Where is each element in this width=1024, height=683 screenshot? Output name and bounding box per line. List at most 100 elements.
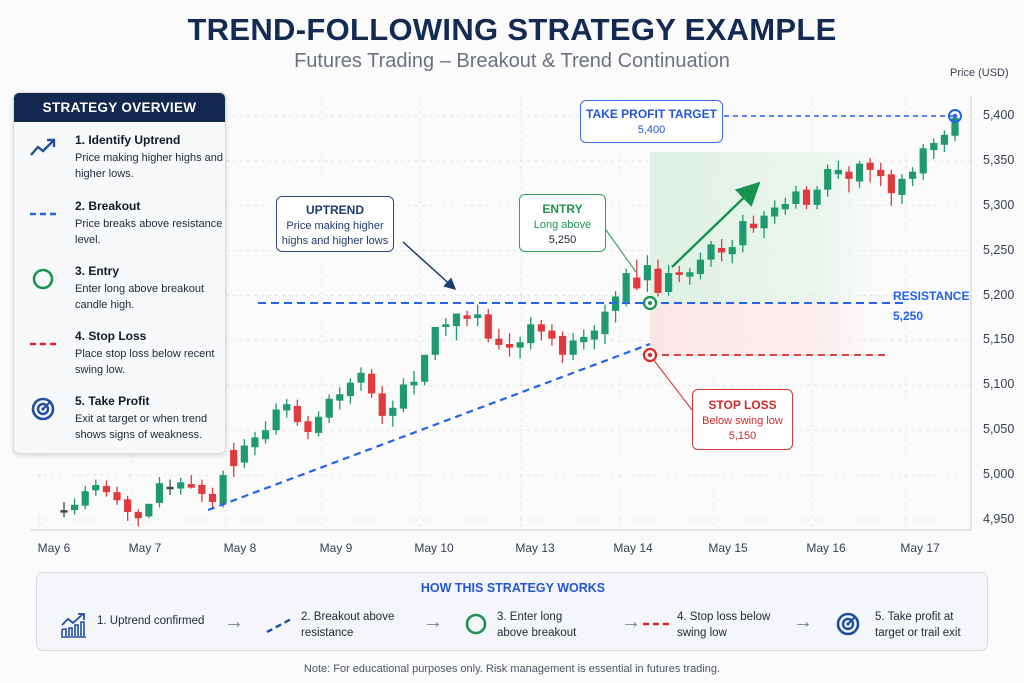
arrow-right-icon: →: [423, 611, 443, 633]
arrow-right-icon: →: [793, 611, 813, 633]
red-dashed-line-icon: [30, 342, 56, 346]
target-marker-icon: [948, 109, 962, 123]
stop-loss-callout-title: STOP LOSS: [708, 398, 777, 412]
bullish-candle: [431, 326, 439, 355]
bullish-candle: [272, 409, 280, 431]
how-step-1: 1. Uptrend confirmed: [97, 613, 204, 629]
bearish-candle: [558, 335, 567, 355]
bearish-candle: [633, 277, 641, 289]
overview-item-desc: Price breaks above resistance level.: [75, 218, 223, 246]
bearish-candle: [113, 492, 121, 501]
bullish-candle: [622, 273, 630, 302]
bullish-candle: [792, 191, 800, 204]
bullish-candle: [728, 247, 736, 255]
bullish-candle: [336, 394, 344, 401]
bearish-candle: [505, 344, 514, 348]
x-tick-label: May 10: [414, 541, 454, 555]
bullish-candle: [696, 259, 705, 275]
bearish-candle: [378, 393, 386, 416]
x-tick-label: May 17: [900, 541, 940, 555]
profit-zone: [650, 152, 890, 303]
entry-callout-title: ENTRY: [542, 202, 583, 216]
how-step-label-2: swing low: [677, 627, 727, 639]
bullish-candle: [399, 384, 408, 409]
how-step-4: 4. Stop loss below swing low: [677, 609, 770, 641]
how-step-label: 1. Uptrend confirmed: [97, 615, 205, 627]
take-profit-callout-title: TAKE PROFIT TARGET: [586, 107, 717, 121]
y-axis-title: Price (USD): [950, 67, 1009, 79]
x-tick-label: May 14: [613, 541, 653, 555]
bearish-candle: [368, 373, 376, 394]
bearish-candle: [845, 171, 853, 179]
entry-callout-price: 5,250: [548, 234, 577, 246]
target-icon: [836, 612, 860, 636]
y-tick-label: 5,400: [983, 108, 1015, 122]
y-tick-label: 5,200: [983, 287, 1015, 302]
page-subtitle: Futures Trading – Breakout & Trend Conti…: [294, 50, 730, 72]
bullish-candle: [601, 311, 609, 335]
bullish-candle: [930, 142, 938, 151]
overview-item-title: 3. Entry: [75, 264, 120, 278]
bearish-candle: [293, 405, 301, 423]
bullish-candle: [283, 404, 291, 411]
bullish-candle: [92, 484, 100, 491]
trend-up-icon: [30, 138, 56, 156]
stop-loss-callout-line1: Below swing low: [702, 415, 783, 427]
arrow-right-icon: →: [224, 611, 244, 633]
bullish-candle: [834, 169, 842, 175]
take-profit-callout: TAKE PROFIT TARGET 5,400: [580, 100, 723, 143]
bullish-candle: [452, 313, 461, 327]
bullish-candle: [527, 324, 535, 344]
bullish-candle: [516, 342, 524, 348]
uptrend-callout-line1: Price making higher: [286, 220, 384, 232]
stop-loss-callout: STOP LOSS Below swing low 5,150: [692, 389, 793, 450]
bullish-candle: [739, 221, 747, 246]
green-circle-icon: [32, 268, 54, 290]
risk-zone: [650, 303, 885, 355]
green-circle-icon: [465, 613, 487, 635]
bearish-candle: [548, 330, 556, 339]
bullish-candle: [855, 163, 864, 182]
bearish-candle: [124, 499, 132, 512]
entry-callout-line1: Long above: [533, 219, 592, 231]
bullish-candle: [410, 381, 418, 386]
bullish-candle: [665, 273, 673, 292]
bullish-candle: [325, 398, 333, 418]
page-title: TREND-FOLLOWING STRATEGY EXAMPLE: [187, 12, 837, 47]
bullish-candle: [781, 203, 789, 210]
bullish-candle: [60, 510, 68, 513]
bearish-candle: [208, 493, 217, 503]
x-tick-label: May 15: [708, 541, 748, 555]
bearish-candle: [866, 162, 874, 170]
bearish-candle: [675, 272, 683, 275]
bullish-candle: [813, 189, 821, 205]
bearish-candle: [304, 421, 312, 433]
stop-marker-icon: [642, 347, 658, 363]
how-step-label: 4. Stop loss below: [677, 611, 771, 623]
x-tick-label: May 9: [319, 541, 353, 555]
overview-item-desc: Place stop loss below recent swing low.: [75, 348, 215, 376]
entry-marker-icon: [642, 295, 658, 311]
resistance-label: RESISTANCE 5,250: [893, 286, 969, 326]
resistance-label-title: RESISTANCE: [893, 289, 970, 303]
overview-item-stop-loss: 4. Stop Loss Place stop loss below recen…: [14, 329, 225, 389]
red-dashed-line-icon: [643, 622, 669, 626]
overview-item-desc: Enter long above breakout candle high.: [75, 283, 205, 311]
bullish-candle: [421, 354, 429, 382]
bearish-candle: [654, 268, 662, 293]
blue-dashed-line-icon: [30, 212, 56, 216]
bearish-candle: [198, 484, 206, 494]
uptrend-callout: UPTREND Price making higher highs and hi…: [276, 196, 394, 252]
how-step-label: 2. Breakout above: [301, 611, 395, 623]
bullish-candle: [771, 207, 779, 217]
stop-loss-callout-price: 5,150: [728, 430, 757, 442]
bullish-candle: [760, 215, 768, 229]
bullish-candle: [590, 330, 598, 340]
target-icon: [31, 397, 55, 421]
x-tick-label: May 7: [128, 541, 162, 555]
x-tick-label: May 8: [223, 541, 257, 555]
bearish-candle: [537, 324, 545, 332]
y-tick-label: 5,100: [983, 377, 1015, 392]
how-step-label-2: above breakout: [497, 627, 577, 639]
overview-item-uptrend: 1. Identify Uptrend Price making higher …: [14, 133, 225, 193]
